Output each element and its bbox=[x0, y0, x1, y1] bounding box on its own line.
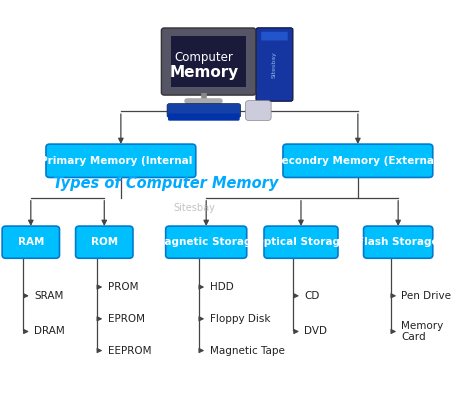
Text: Computer: Computer bbox=[174, 51, 233, 64]
Text: SRAM: SRAM bbox=[34, 291, 64, 301]
FancyBboxPatch shape bbox=[167, 104, 240, 118]
FancyBboxPatch shape bbox=[246, 101, 271, 121]
Text: Sitesbay: Sitesbay bbox=[272, 51, 277, 78]
Text: EPROM: EPROM bbox=[108, 314, 145, 324]
Text: PROM: PROM bbox=[108, 282, 138, 292]
FancyBboxPatch shape bbox=[264, 226, 338, 258]
Text: Types of Computer Memory: Types of Computer Memory bbox=[53, 176, 279, 191]
FancyBboxPatch shape bbox=[46, 144, 196, 177]
Text: Flash Storage: Flash Storage bbox=[357, 237, 439, 247]
FancyBboxPatch shape bbox=[256, 28, 293, 101]
Text: DRAM: DRAM bbox=[34, 326, 65, 337]
FancyBboxPatch shape bbox=[75, 226, 133, 258]
Text: ROM: ROM bbox=[91, 237, 118, 247]
FancyBboxPatch shape bbox=[283, 144, 433, 177]
Text: CD: CD bbox=[304, 291, 319, 301]
FancyBboxPatch shape bbox=[171, 36, 246, 87]
FancyBboxPatch shape bbox=[168, 114, 239, 121]
Text: Magnetic Tape: Magnetic Tape bbox=[210, 345, 284, 356]
Text: Memory
Card: Memory Card bbox=[401, 321, 444, 342]
FancyBboxPatch shape bbox=[261, 32, 288, 40]
Text: Sitesbay: Sitesbay bbox=[173, 203, 215, 213]
Text: Memory: Memory bbox=[169, 65, 238, 80]
FancyBboxPatch shape bbox=[2, 226, 60, 258]
Text: RAM: RAM bbox=[18, 237, 44, 247]
Text: Magnetic Storage: Magnetic Storage bbox=[154, 237, 258, 247]
Text: Optical Storage: Optical Storage bbox=[255, 237, 347, 247]
FancyBboxPatch shape bbox=[161, 28, 256, 95]
FancyBboxPatch shape bbox=[165, 226, 246, 258]
Text: DVD: DVD bbox=[304, 326, 328, 337]
Text: Secondry Memory (External): Secondry Memory (External) bbox=[273, 156, 442, 166]
Text: HDD: HDD bbox=[210, 282, 233, 292]
Text: Primary Memory (Internal ): Primary Memory (Internal ) bbox=[40, 156, 201, 166]
FancyBboxPatch shape bbox=[364, 226, 433, 258]
Text: Floppy Disk: Floppy Disk bbox=[210, 314, 270, 324]
Text: Pen Drive: Pen Drive bbox=[401, 291, 451, 301]
Text: EEPROM: EEPROM bbox=[108, 345, 151, 356]
